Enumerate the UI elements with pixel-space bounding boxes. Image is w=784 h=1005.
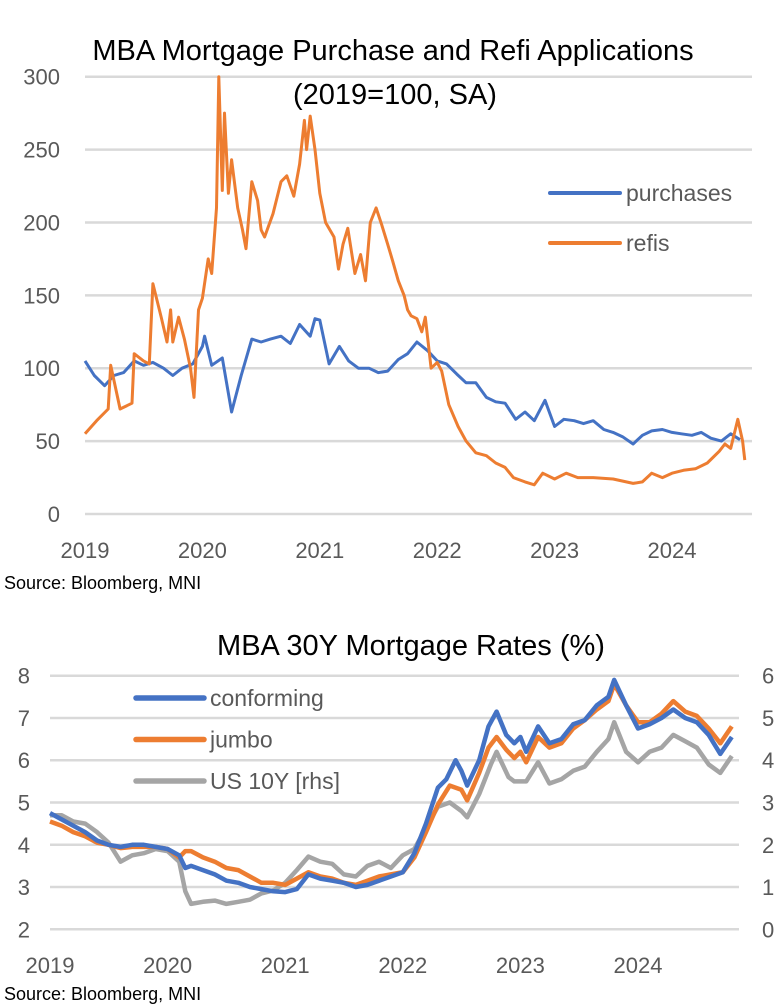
x-tick-label: 2024 [614,953,663,978]
x-tick-label: 2020 [178,538,227,563]
y-tick-label: 250 [23,138,60,163]
y-tick-label: 4 [18,833,30,858]
y-tick-label: 200 [23,210,60,235]
y2-tick-label: 3 [762,791,774,816]
chart1-title: MBA Mortgage Purchase and Refi Applicati… [92,35,693,67]
legend-label: jumbo [209,727,273,753]
y-tick-label: 3 [18,875,30,900]
legend-label: conforming [210,685,324,711]
chart1-subtitle: (2019=100, SA) [293,79,497,111]
x-tick-label: 2023 [530,538,579,563]
purchase-refi-chart: MBA Mortgage Purchase and Refi Applicati… [4,35,752,593]
y-tick-label: 5 [18,791,30,816]
chart1-source: Source: Bloomberg, MNI [4,573,201,593]
legend-label: refis [626,230,669,256]
y-tick-label: 150 [23,283,60,308]
y-tick-label: 0 [48,502,60,527]
y2-tick-label: 2 [762,833,774,858]
x-tick-label: 2023 [496,953,545,978]
y-tick-label: 300 [23,65,60,90]
x-tick-label: 2019 [61,538,110,563]
x-tick-label: 2022 [378,953,427,978]
y2-tick-label: 4 [762,748,774,773]
y-tick-label: 50 [36,429,60,454]
x-tick-label: 2020 [143,953,192,978]
y2-tick-label: 0 [762,917,774,942]
y-tick-label: 8 [18,664,30,689]
chart2-title: MBA 30Y Mortgage Rates (%) [217,630,605,662]
x-tick-label: 2021 [295,538,344,563]
x-tick-label: 2022 [413,538,462,563]
legend-label: purchases [626,180,732,206]
y2-tick-label: 6 [762,664,774,689]
y-tick-label: 100 [23,356,60,381]
legend-label: US 10Y [rhs] [210,768,340,794]
x-tick-label: 2019 [26,953,75,978]
y2-tick-label: 1 [762,875,774,900]
chart2-source: Source: Bloomberg, MNI [4,984,201,1004]
x-tick-label: 2021 [261,953,310,978]
x-tick-label: 2024 [648,538,697,563]
y-tick-label: 2 [18,917,30,942]
series-line-conforming [48,677,734,895]
y2-tick-label: 5 [762,706,774,731]
y-tick-label: 6 [18,748,30,773]
mortgage-rates-chart: MBA 30Y Mortgage Rates (%) 2 3 4 5 6 7 8 0 1 2 3 4 5… [4,630,774,1004]
series-line-refis [83,75,747,487]
y-tick-label: 7 [18,706,30,731]
